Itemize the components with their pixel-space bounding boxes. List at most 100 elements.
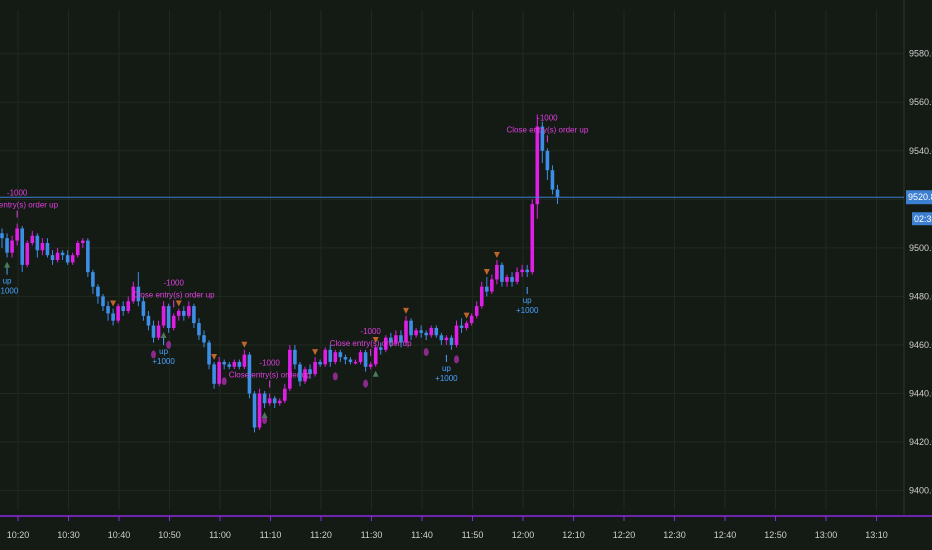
- time-tick-label: 12:10: [562, 530, 585, 540]
- candle-body: [454, 325, 459, 345]
- candle-body: [242, 354, 247, 367]
- signal-markers: [4, 252, 500, 425]
- candle-body: [257, 393, 262, 428]
- price-tick-label: 9580.00: [909, 49, 932, 59]
- candle-body: [252, 393, 257, 428]
- order-comment-label: Close entry(s) order up: [506, 125, 588, 134]
- long-signal-marker: [4, 261, 11, 268]
- candle-body: [495, 264, 499, 280]
- candle-body: [384, 337, 388, 350]
- candle-body: [75, 243, 80, 256]
- order-comment-label: Close entry(s) order up: [229, 370, 311, 379]
- chart-grid: [0, 10, 904, 510]
- candle-body: [35, 235, 40, 251]
- order-comment-label: Close entry(s) order up: [330, 339, 412, 348]
- candle-body: [479, 286, 484, 307]
- candle-body: [550, 170, 555, 190]
- candle-body: [439, 335, 444, 341]
- candle-body: [505, 276, 509, 282]
- candle-body: [0, 233, 4, 239]
- order-quantity-label: +1000: [152, 357, 175, 366]
- time-tick-label: 10:20: [7, 530, 30, 540]
- price-tick-label: 9540.00: [909, 146, 932, 156]
- candle-body: [101, 296, 105, 307]
- sell-signal-marker: [463, 312, 470, 319]
- current-price-label-box: [906, 190, 932, 205]
- time-tick-label: 10:40: [108, 530, 131, 540]
- time-tick-label: 12:50: [764, 530, 787, 540]
- candle-body: [15, 228, 19, 241]
- candle-body: [474, 306, 479, 316]
- time-tick-label: 13:10: [865, 530, 888, 540]
- candle-body: [358, 352, 363, 362]
- candle-body: [5, 238, 9, 253]
- candle-body: [318, 361, 322, 365]
- price-tick-label: 9500.00: [909, 243, 932, 253]
- candle-body: [262, 393, 267, 404]
- candle-body: [131, 286, 136, 302]
- candle-body: [70, 255, 75, 263]
- time-tick-label: 11:10: [260, 530, 282, 540]
- order-annotations: -1000 Close entry(s) order up -1000 Close e…: [0, 113, 589, 388]
- candle-body: [207, 342, 211, 365]
- candle-body: [404, 320, 408, 343]
- candle-body: [187, 306, 191, 316]
- candle-body: [535, 126, 540, 205]
- order-quantity-label: -1000: [360, 327, 381, 336]
- candle-body: [146, 315, 151, 326]
- candle-body: [363, 352, 368, 367]
- candle-body: [192, 306, 196, 324]
- order-comment-label: up: [3, 277, 12, 286]
- time-tick-label: 11:20: [310, 530, 332, 540]
- candle-body: [237, 361, 242, 367]
- sell-signal-marker: [403, 307, 409, 314]
- candle-body: [399, 335, 403, 343]
- candle-body: [313, 361, 317, 375]
- sell-signal-marker: [241, 341, 248, 348]
- time-tick-label: 11:30: [361, 530, 383, 540]
- candle-body: [323, 349, 327, 365]
- candle-body: [161, 306, 166, 326]
- candle-body: [419, 330, 423, 333]
- candle-body: [217, 361, 221, 384]
- price-tick-label: 9480.00: [909, 291, 932, 301]
- time-tick-label: 12:00: [512, 530, 535, 540]
- candle-body: [106, 306, 110, 314]
- candle-body: [197, 323, 201, 336]
- order-comment-label: up: [159, 347, 168, 356]
- candle-body: [288, 349, 292, 389]
- current-price-label: 9520.86: [908, 192, 932, 202]
- time-axis[interactable]: 10:20 10:30 10:40 10:50 11:00 11:10 11:20 11:30…: [7, 516, 888, 540]
- candle-body: [283, 388, 287, 401]
- candle-body: [353, 361, 358, 364]
- candle-body: [414, 330, 418, 336]
- buy-signal-marker: [151, 350, 156, 359]
- long-signal-marker: [160, 331, 167, 338]
- candle-body: [222, 361, 226, 365]
- candle-body: [368, 364, 373, 367]
- candle-body: [545, 150, 550, 171]
- time-tick-label: 10:50: [158, 530, 181, 540]
- candle-body: [348, 359, 353, 362]
- buy-signal-marker: [332, 372, 338, 381]
- candle-body: [378, 347, 383, 350]
- time-tick-label: 11:00: [209, 530, 231, 540]
- order-comment-label: Close entry(s) order up: [0, 201, 59, 210]
- candle-body: [424, 332, 428, 336]
- candle-body: [490, 279, 494, 292]
- candle-body: [530, 204, 535, 273]
- candle-body: [469, 315, 474, 324]
- time-tick-label: 12:40: [714, 530, 737, 540]
- candle-body: [50, 255, 55, 260]
- candle-body: [121, 306, 125, 311]
- candle-body: [182, 310, 186, 316]
- candle-body: [232, 361, 237, 367]
- candle-body: [485, 286, 489, 292]
- candle-body: [96, 286, 100, 297]
- candle-body: [515, 272, 519, 282]
- long-signal-marker: [261, 412, 268, 419]
- price-tick-label: 9420.00: [909, 437, 932, 447]
- candle-body: [303, 369, 307, 382]
